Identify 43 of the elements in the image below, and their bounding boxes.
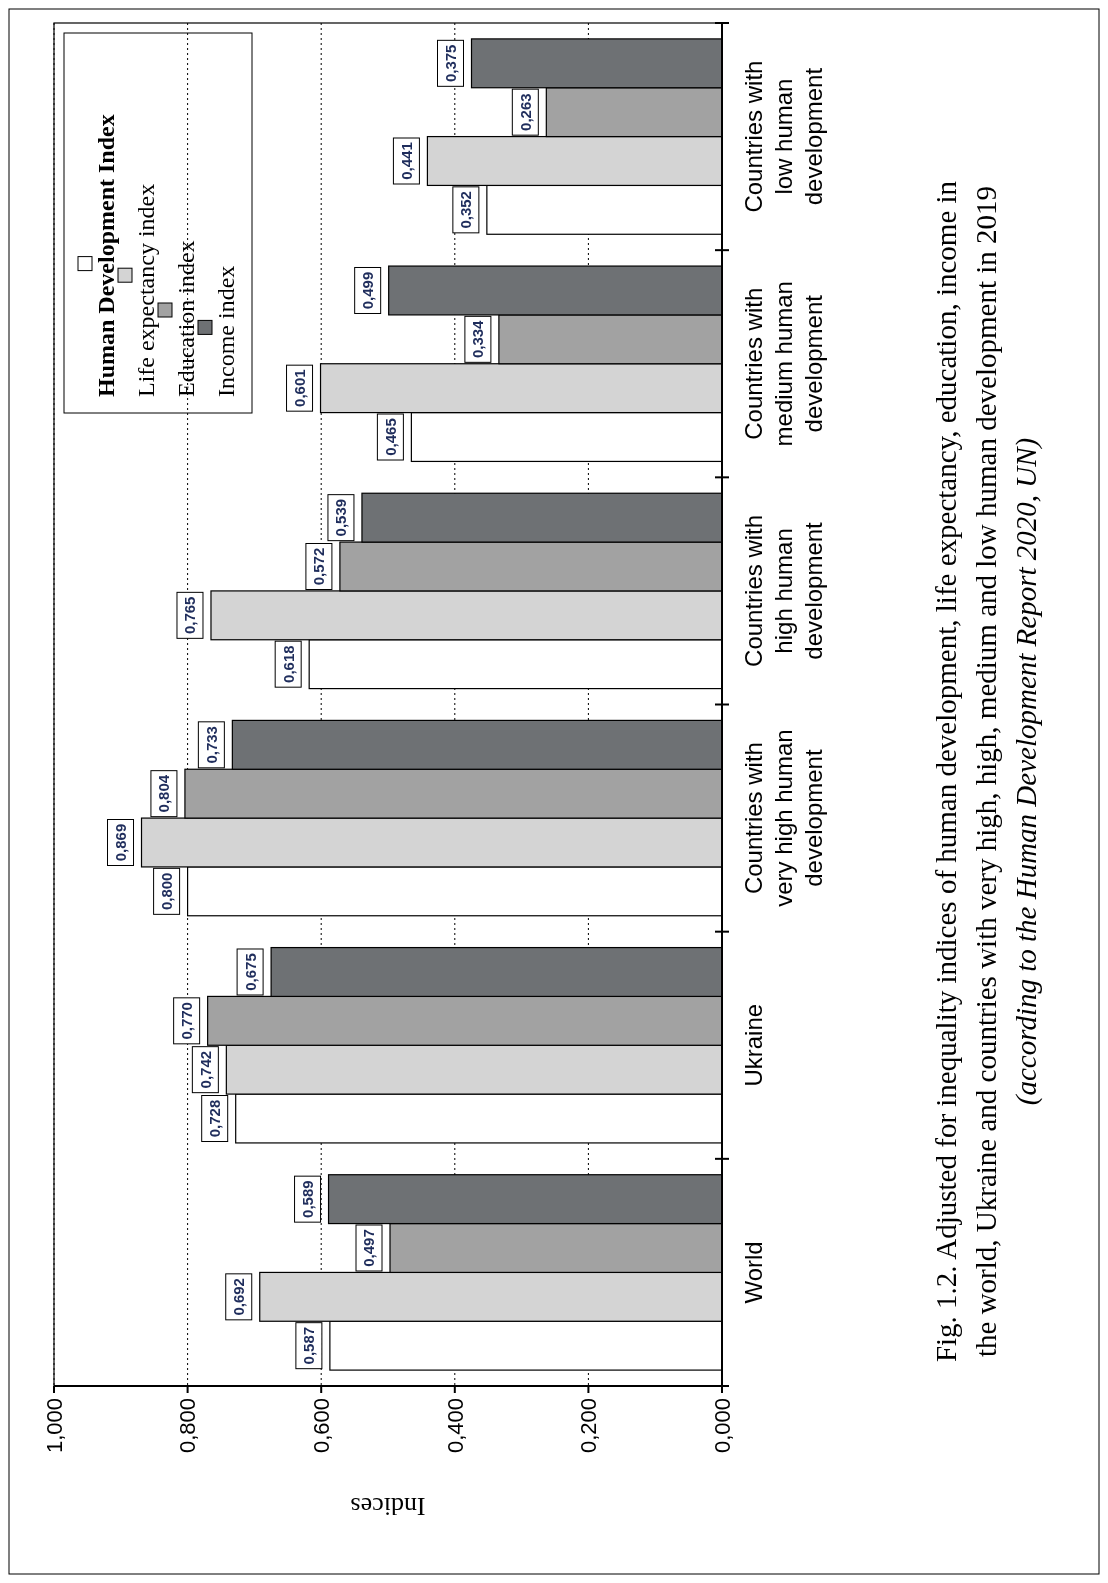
legend-label: Life expectancy index [133, 183, 159, 397]
x-axis-title: Indices [350, 1492, 426, 1521]
x-tick-label: 0,400 [442, 1398, 468, 1454]
x-tick-label: 0,800 [175, 1398, 201, 1454]
data-label: 0,675 [241, 953, 259, 991]
data-label: 0,869 [111, 823, 129, 862]
data-label: 0,263 [516, 93, 534, 131]
data-label: 0,800 [158, 872, 175, 911]
data-label: 0,497 [360, 1229, 378, 1267]
data-label: 0,539 [332, 498, 350, 537]
data-label: 0,742 [196, 1050, 214, 1089]
data-label: 0,352 [457, 191, 475, 229]
data-label: 0,441 [397, 142, 415, 180]
data-label: 0,770 [178, 1002, 196, 1040]
data-label: 0,804 [155, 774, 173, 813]
y-tick-label: Countries with medium human development [740, 281, 827, 447]
data-label: 0,728 [206, 1099, 224, 1138]
text: Fig. 1.2. Adjusted for inequality indices of human development, life expectancy, education, income in the world, Ukraine and countries with very high, high, medium and low human development in 2019 [930, 180, 1002, 1363]
legend-label: Human Development Index [93, 114, 119, 397]
y-tick-label: Countries with high human development [740, 514, 827, 667]
y-tick-label: World [740, 1241, 767, 1304]
y-tick-label: Countries with very high human development [740, 729, 827, 907]
legend-label: Education index [173, 240, 199, 397]
data-label: 0,587 [300, 1326, 318, 1365]
data-label: 0,572 [310, 547, 328, 586]
data-label: 0,618 [279, 645, 297, 683]
data-label: 0,589 [298, 1180, 316, 1218]
legend-label: Income index [213, 265, 239, 397]
data-label: 0,334 [469, 319, 487, 359]
x-tick-label: 1,000 [41, 1398, 67, 1454]
data-label: 0,499 [359, 271, 377, 310]
x-tick-label: 0,000 [709, 1398, 735, 1454]
x-tick-label: 0,600 [308, 1398, 334, 1454]
data-label: 0,375 [441, 44, 459, 83]
y-tick-label: Countries with low human development [740, 60, 827, 213]
data-label: 0,765 [181, 596, 199, 635]
data-label: 0,692 [230, 1278, 248, 1316]
y-tick-label: Ukraine [740, 1003, 767, 1087]
text: (according to the Human Development Report 2020, UN) [1010, 437, 1043, 1106]
data-label: 0,733 [202, 726, 220, 764]
data-label: 0,465 [381, 418, 399, 456]
x-tick-label: 0,200 [576, 1398, 602, 1454]
data-label: 0,601 [290, 369, 308, 407]
